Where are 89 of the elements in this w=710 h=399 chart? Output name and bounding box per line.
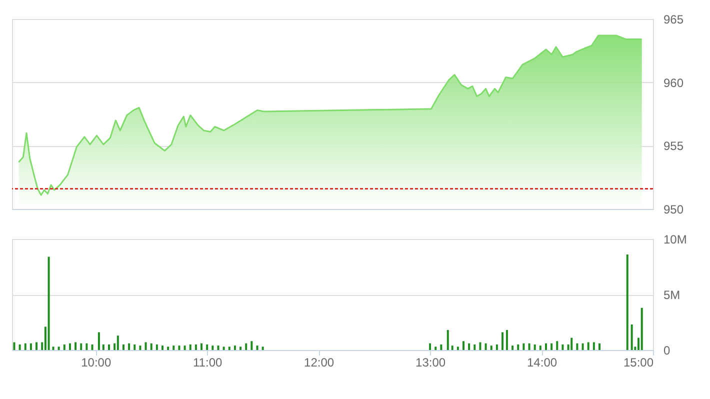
bar (479, 342, 482, 350)
bar (128, 343, 130, 350)
bar (139, 346, 142, 350)
bar (522, 343, 525, 350)
bar (440, 344, 442, 350)
bar (456, 346, 459, 350)
x-tick-label: 14:00 (527, 356, 558, 370)
bar (74, 342, 77, 350)
y-tick-label: 965 (664, 12, 684, 26)
bar (434, 346, 437, 350)
bar (468, 343, 470, 350)
bar (626, 254, 628, 350)
y-tick-label: 950 (664, 202, 684, 216)
bar (189, 344, 192, 350)
bar (517, 344, 520, 350)
bar (13, 342, 16, 350)
bar (161, 346, 164, 350)
bar (36, 342, 38, 350)
bar (570, 338, 573, 350)
bar (102, 344, 104, 350)
bar (240, 346, 242, 350)
bar (534, 344, 536, 350)
bar (68, 343, 71, 350)
bar (156, 344, 158, 350)
bar (576, 343, 578, 350)
bar (262, 346, 264, 350)
y-tick-label: 0 (664, 344, 670, 358)
bar (134, 344, 136, 350)
bar (108, 344, 110, 350)
bar (228, 346, 230, 350)
bar (496, 344, 498, 350)
x-tick-label: 15:00 (623, 356, 654, 370)
bar (587, 342, 590, 350)
bar (122, 344, 124, 350)
bar (58, 346, 60, 350)
bar (582, 343, 584, 350)
x-tick-label: 11:00 (193, 356, 222, 370)
bar (484, 343, 487, 350)
bar (48, 256, 50, 350)
bar (562, 344, 564, 350)
bar (245, 343, 248, 350)
bar (474, 344, 476, 350)
bar (490, 346, 492, 350)
bar (451, 346, 454, 350)
bar (429, 343, 432, 350)
bar (598, 343, 600, 350)
bar (91, 344, 94, 350)
y-tick-label: 10M (664, 232, 687, 246)
bar (539, 346, 542, 350)
bar (556, 341, 558, 350)
bar (178, 346, 180, 350)
bar (630, 324, 633, 350)
bar (24, 343, 26, 350)
bar (30, 343, 32, 350)
bar (18, 344, 21, 350)
bar (167, 346, 170, 350)
x-tick-label: 10:00 (81, 356, 112, 370)
bar (544, 343, 547, 350)
bar (250, 341, 253, 350)
y-tick-label: 960 (664, 76, 684, 90)
bar (194, 344, 197, 350)
bar (222, 346, 225, 350)
bar (217, 346, 220, 350)
bar (256, 346, 258, 350)
bar (462, 341, 464, 350)
bar (116, 336, 119, 350)
bar (446, 330, 449, 350)
y-tick-label: 955 (664, 139, 684, 154)
bar (502, 332, 504, 350)
bar (86, 343, 88, 350)
bar (144, 342, 147, 350)
y-tick-label: 5M (664, 288, 680, 302)
bar (528, 343, 530, 350)
x-tick-label: 13:00 (416, 356, 446, 370)
bar (506, 330, 508, 350)
bar (184, 346, 186, 350)
bar (212, 346, 214, 350)
bar (172, 346, 175, 350)
bar (200, 343, 203, 350)
bar (80, 343, 82, 350)
bar (98, 332, 100, 350)
bar (640, 308, 643, 350)
bar (550, 343, 553, 350)
bar (52, 346, 54, 350)
bar (206, 344, 208, 350)
bar (150, 343, 152, 350)
bar (234, 346, 236, 350)
x-tick-label: 12:00 (304, 356, 334, 370)
bar (592, 342, 595, 350)
